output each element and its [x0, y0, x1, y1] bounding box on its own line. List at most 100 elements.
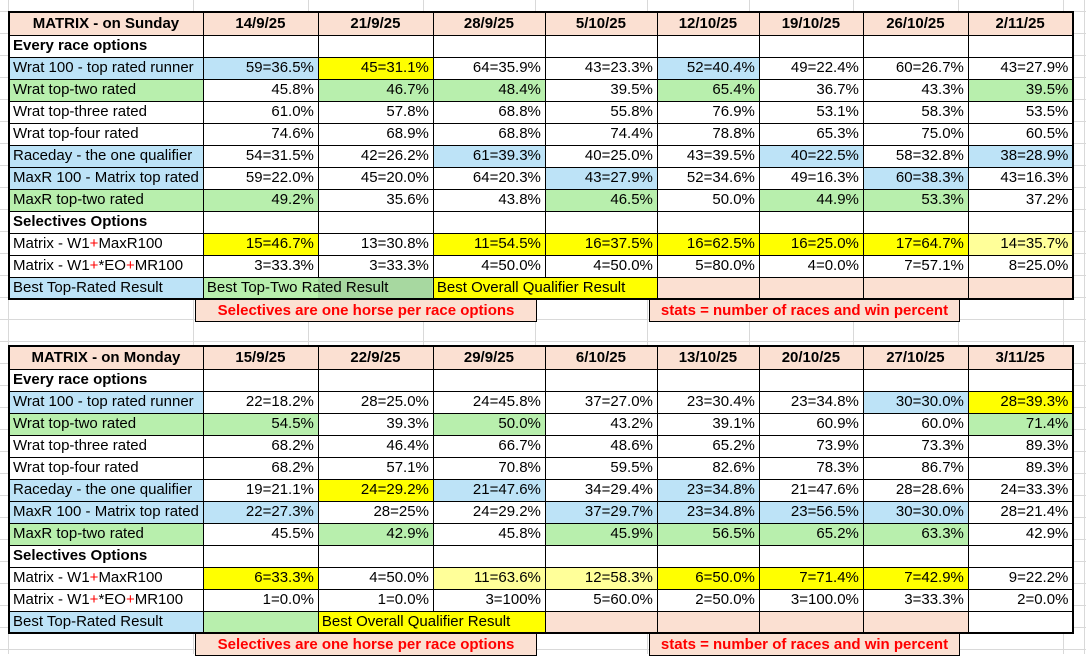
date-header[interactable]: 12/10/25 [656, 11, 760, 36]
value-cell[interactable]: 52=40.4% [656, 56, 760, 80]
empty-cell[interactable] [202, 544, 319, 568]
value-cell[interactable]: 39.5% [967, 78, 1074, 102]
section-header[interactable]: Every race options [8, 34, 204, 58]
value-cell[interactable]: 45=20.0% [317, 166, 434, 190]
value-cell[interactable]: 34=29.4% [544, 478, 658, 502]
value-cell[interactable]: 68.2% [202, 456, 319, 480]
empty-cell[interactable] [544, 368, 658, 392]
value-cell[interactable]: 49.2% [202, 188, 319, 212]
empty-cell[interactable] [202, 210, 319, 234]
empty-cell[interactable] [544, 210, 658, 234]
value-cell[interactable]: 61=39.3% [432, 144, 546, 168]
value-cell[interactable]: 59=22.0% [202, 166, 319, 190]
row-label[interactable]: Wrat top-three rated [8, 434, 204, 458]
row-label[interactable]: MaxR 100 - Matrix top rated [8, 166, 204, 190]
value-cell[interactable]: 28=25.0% [317, 390, 434, 414]
value-cell[interactable]: 28=28.6% [862, 478, 969, 502]
date-header[interactable]: 22/9/25 [317, 345, 434, 370]
value-cell[interactable]: 37.2% [967, 188, 1074, 212]
value-cell[interactable]: 4=50.0% [432, 254, 546, 278]
value-cell[interactable]: 43=39.5% [656, 144, 760, 168]
value-cell[interactable]: 49=22.4% [758, 56, 864, 80]
value-cell[interactable]: 64=35.9% [432, 56, 546, 80]
selectives-note-label[interactable]: Selectives are one horse per race option… [195, 634, 537, 656]
value-cell[interactable]: 45.8% [202, 78, 319, 102]
selectives-note-label[interactable]: Selectives are one horse per race option… [195, 300, 537, 322]
empty-cell[interactable] [544, 34, 658, 58]
value-cell[interactable]: 60.0% [862, 412, 969, 436]
value-cell[interactable]: 36.7% [758, 78, 864, 102]
value-cell[interactable]: 76.9% [656, 100, 760, 124]
row-label[interactable]: Best Top-Rated Result [8, 610, 204, 634]
section-header[interactable]: Selectives Options [8, 544, 204, 568]
value-cell[interactable]: 30=30.0% [862, 500, 969, 524]
empty-cell[interactable] [967, 368, 1074, 392]
value-cell[interactable]: 74.6% [202, 122, 319, 146]
value-cell[interactable]: 16=25.0% [758, 232, 864, 256]
value-cell[interactable]: 89.3% [967, 434, 1074, 458]
value-cell[interactable]: 48.6% [544, 434, 658, 458]
empty-cell[interactable] [862, 34, 969, 58]
row-label[interactable]: Wrat top-two rated [8, 412, 204, 436]
row-label[interactable]: Wrat 100 - top rated runner [8, 390, 204, 414]
row-label[interactable]: Best Top-Rated Result [8, 276, 204, 300]
row-label[interactable]: MaxR 100 - Matrix top rated [8, 500, 204, 524]
value-cell[interactable]: 43=16.3% [967, 166, 1074, 190]
empty-cell[interactable] [544, 544, 658, 568]
best-result-cell[interactable] [967, 276, 1074, 300]
value-cell[interactable]: 54=31.5% [202, 144, 319, 168]
value-cell[interactable]: 30=30.0% [862, 390, 969, 414]
value-cell[interactable]: 4=0.0% [758, 254, 864, 278]
section-header[interactable]: Every race options [8, 368, 204, 392]
value-cell[interactable]: 66.7% [432, 434, 546, 458]
value-cell[interactable]: 8=25.0% [967, 254, 1074, 278]
best-result-cell[interactable] [544, 610, 658, 634]
value-cell[interactable]: 11=54.5% [432, 232, 546, 256]
value-cell[interactable]: 53.3% [862, 188, 969, 212]
value-cell[interactable]: 39.5% [544, 78, 658, 102]
empty-cell[interactable] [656, 368, 760, 392]
row-label[interactable]: Matrix - W1+MaxR100 [8, 232, 204, 256]
value-cell[interactable]: 68.9% [317, 122, 434, 146]
empty-cell[interactable] [862, 368, 969, 392]
value-cell[interactable]: 45.8% [432, 522, 546, 546]
value-cell[interactable]: 23=34.8% [656, 500, 760, 524]
table-title[interactable]: MATRIX - on Sunday [8, 11, 204, 36]
value-cell[interactable]: 60.9% [758, 412, 864, 436]
value-cell[interactable]: 43.3% [862, 78, 969, 102]
value-cell[interactable]: 78.3% [758, 456, 864, 480]
value-cell[interactable]: 12=58.3% [544, 566, 658, 590]
empty-cell[interactable] [432, 210, 546, 234]
date-header[interactable]: 15/9/25 [202, 345, 319, 370]
row-label[interactable]: Raceday - the one qualifier [8, 478, 204, 502]
date-header[interactable]: 20/10/25 [758, 345, 864, 370]
value-cell[interactable]: 58.3% [862, 100, 969, 124]
empty-cell[interactable] [862, 544, 969, 568]
value-cell[interactable]: 58=32.8% [862, 144, 969, 168]
stats-note-label[interactable]: stats = number of races and win percent [649, 300, 960, 322]
value-cell[interactable]: 45.9% [544, 522, 658, 546]
row-label[interactable]: MaxR top-two rated [8, 188, 204, 212]
value-cell[interactable]: 23=30.4% [656, 390, 760, 414]
value-cell[interactable]: 13=30.8% [317, 232, 434, 256]
value-cell[interactable]: 38=28.9% [967, 144, 1074, 168]
value-cell[interactable]: 53.5% [967, 100, 1074, 124]
empty-cell[interactable] [432, 34, 546, 58]
value-cell[interactable]: 65.3% [758, 122, 864, 146]
row-label[interactable]: MaxR top-two rated [8, 522, 204, 546]
empty-cell[interactable] [758, 210, 864, 234]
value-cell[interactable]: 45.5% [202, 522, 319, 546]
value-cell[interactable]: 3=100.0% [758, 588, 864, 612]
value-cell[interactable]: 1=0.0% [317, 588, 434, 612]
date-header[interactable]: 3/11/25 [967, 345, 1074, 370]
value-cell[interactable]: 39.1% [656, 412, 760, 436]
value-cell[interactable]: 5=60.0% [544, 588, 658, 612]
value-cell[interactable]: 23=34.8% [656, 478, 760, 502]
empty-cell[interactable] [317, 368, 434, 392]
row-label[interactable]: Wrat top-three rated [8, 100, 204, 124]
value-cell[interactable]: 71.4% [967, 412, 1074, 436]
date-header[interactable]: 5/10/25 [544, 11, 658, 36]
value-cell[interactable]: 39.3% [317, 412, 434, 436]
section-header[interactable]: Selectives Options [8, 210, 204, 234]
value-cell[interactable]: 48.4% [432, 78, 546, 102]
